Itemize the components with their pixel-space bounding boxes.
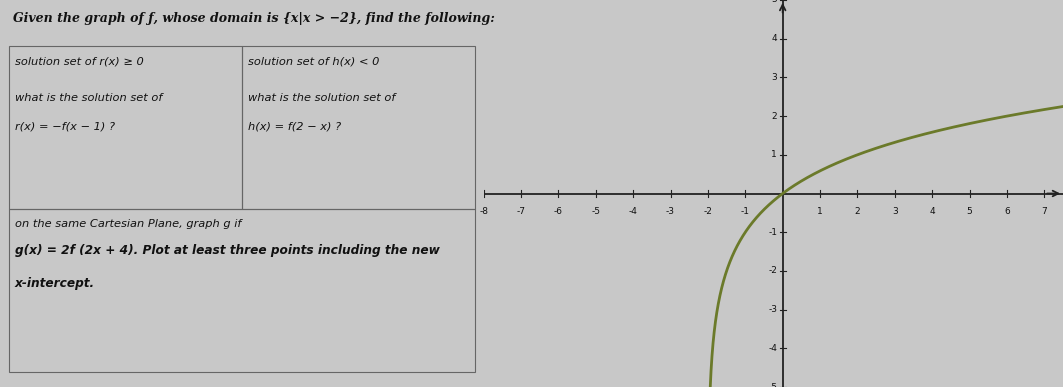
Text: r(x) = −f(x − 1) ?: r(x) = −f(x − 1) ?	[15, 122, 115, 132]
Text: -3: -3	[667, 207, 675, 216]
Text: 4: 4	[772, 34, 777, 43]
Text: 5: 5	[966, 207, 973, 216]
Text: -2: -2	[769, 266, 777, 276]
Text: 3: 3	[772, 73, 777, 82]
Text: -4: -4	[628, 207, 638, 216]
Text: 2: 2	[855, 207, 860, 216]
Text: g(x) = 2f (2x + 4). Plot at least three points including the new: g(x) = 2f (2x + 4). Plot at least three …	[15, 244, 440, 257]
Text: 1: 1	[772, 150, 777, 159]
Text: 4: 4	[929, 207, 935, 216]
Text: what is the solution set of: what is the solution set of	[249, 93, 395, 103]
Text: 5: 5	[772, 0, 777, 5]
Text: 7: 7	[1042, 207, 1047, 216]
Text: -7: -7	[517, 207, 525, 216]
Text: what is the solution set of: what is the solution set of	[15, 93, 163, 103]
Text: x-intercept.: x-intercept.	[15, 277, 95, 290]
Text: -1: -1	[741, 207, 749, 216]
Text: 1: 1	[817, 207, 823, 216]
Text: 3: 3	[892, 207, 897, 216]
Text: h(x) = f(2 − x) ?: h(x) = f(2 − x) ?	[249, 122, 341, 132]
Text: -8: -8	[479, 207, 488, 216]
Text: 6: 6	[1005, 207, 1010, 216]
Text: solution set of h(x) < 0: solution set of h(x) < 0	[249, 56, 379, 66]
Text: -3: -3	[769, 305, 777, 314]
Text: -1: -1	[769, 228, 777, 237]
Text: -5: -5	[769, 382, 777, 387]
Text: 2: 2	[772, 111, 777, 121]
Text: -5: -5	[591, 207, 601, 216]
Text: Given the graph of ƒ, whose domain is {x|x > −2}, find the following:: Given the graph of ƒ, whose domain is {x…	[13, 12, 494, 25]
Text: solution set of r(x) ≥ 0: solution set of r(x) ≥ 0	[15, 56, 144, 66]
Text: -2: -2	[704, 207, 712, 216]
Text: -4: -4	[769, 344, 777, 353]
Text: -6: -6	[554, 207, 563, 216]
Text: on the same Cartesian Plane, graph g if: on the same Cartesian Plane, graph g if	[15, 219, 241, 229]
